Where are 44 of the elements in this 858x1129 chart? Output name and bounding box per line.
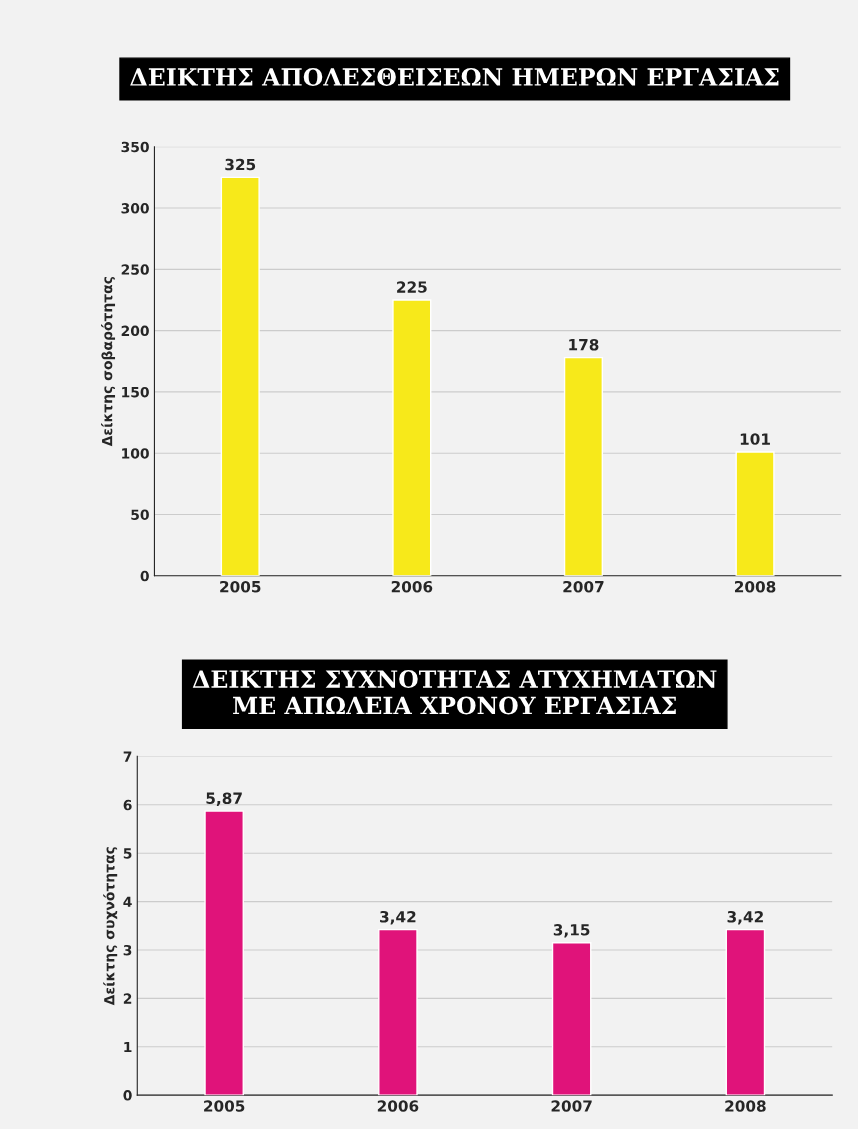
- chart-title: ΔΕΙΚΤΗΣ ΣΥΧΝΟΤΗΤΑΣ ΑΤΥΧΗΜΑΤΩΝ ΜΕ ΑΠΩΛΕΙΑ ΧΡΟΝΟΥ ΕΡΓΑΣΙΑΣ: [192, 670, 717, 715]
- y-tick-label: 0: [140, 570, 149, 582]
- bar: [563, 356, 604, 576]
- y-tick-label: 0: [123, 1090, 132, 1101]
- y-tick-label: 200: [121, 325, 149, 337]
- bar: [204, 810, 244, 1096]
- x-tick-label: 2005: [204, 1100, 245, 1112]
- data-label: 178: [569, 338, 599, 351]
- x-tick-label: 2007: [551, 1100, 592, 1112]
- data-label: 225: [397, 281, 427, 293]
- y-tick-label: 100: [122, 448, 149, 459]
- y-tick-label: 5: [123, 848, 132, 859]
- chart-title: ΔΕΙΚΤΗΣ ΑΠΟΛΕΣΘΕΙΣΕΩΝ ΗΜΕΡΩΝ ΕΡΓΑΣΙΑΣ: [130, 68, 779, 86]
- x-tick-label: 2006: [391, 580, 433, 593]
- data-label: 3,42: [380, 910, 416, 925]
- y-tick-label: 3: [123, 944, 132, 956]
- bar: [378, 928, 418, 1096]
- bar: [735, 451, 775, 576]
- data-label: 325: [225, 158, 256, 171]
- y-axis-title: Δείκτης συχνότητας: [103, 847, 118, 1006]
- bar: [725, 928, 766, 1096]
- y-tick-label: 4: [123, 896, 132, 907]
- data-label: 3,42: [727, 910, 763, 925]
- data-label: 5,87: [206, 792, 242, 806]
- data-label: 101: [740, 433, 770, 445]
- x-tick-label: 2008: [734, 580, 776, 593]
- x-tick-label: 2007: [563, 580, 604, 593]
- x-tick-label: 2005: [220, 580, 261, 593]
- x-tick-label: 2006: [377, 1100, 419, 1112]
- y-tick-label: 6: [123, 799, 132, 811]
- y-tick-label: 1: [124, 1041, 132, 1053]
- data-label: 3,15: [553, 924, 590, 938]
- bar: [392, 299, 432, 576]
- y-tick-label: 2: [123, 993, 132, 1004]
- y-tick-label: 350: [121, 141, 149, 153]
- bar: [220, 176, 260, 576]
- y-tick-label: 250: [121, 264, 149, 275]
- y-tick-label: 300: [121, 203, 149, 214]
- y-axis-title: Δείκτης σοβαρότητας: [101, 277, 116, 447]
- bar: [551, 942, 592, 1096]
- x-tick-label: 2008: [725, 1100, 766, 1112]
- y-tick-label: 50: [131, 509, 149, 520]
- y-tick-label: 150: [122, 386, 149, 398]
- y-tick-label: 7: [123, 751, 132, 762]
